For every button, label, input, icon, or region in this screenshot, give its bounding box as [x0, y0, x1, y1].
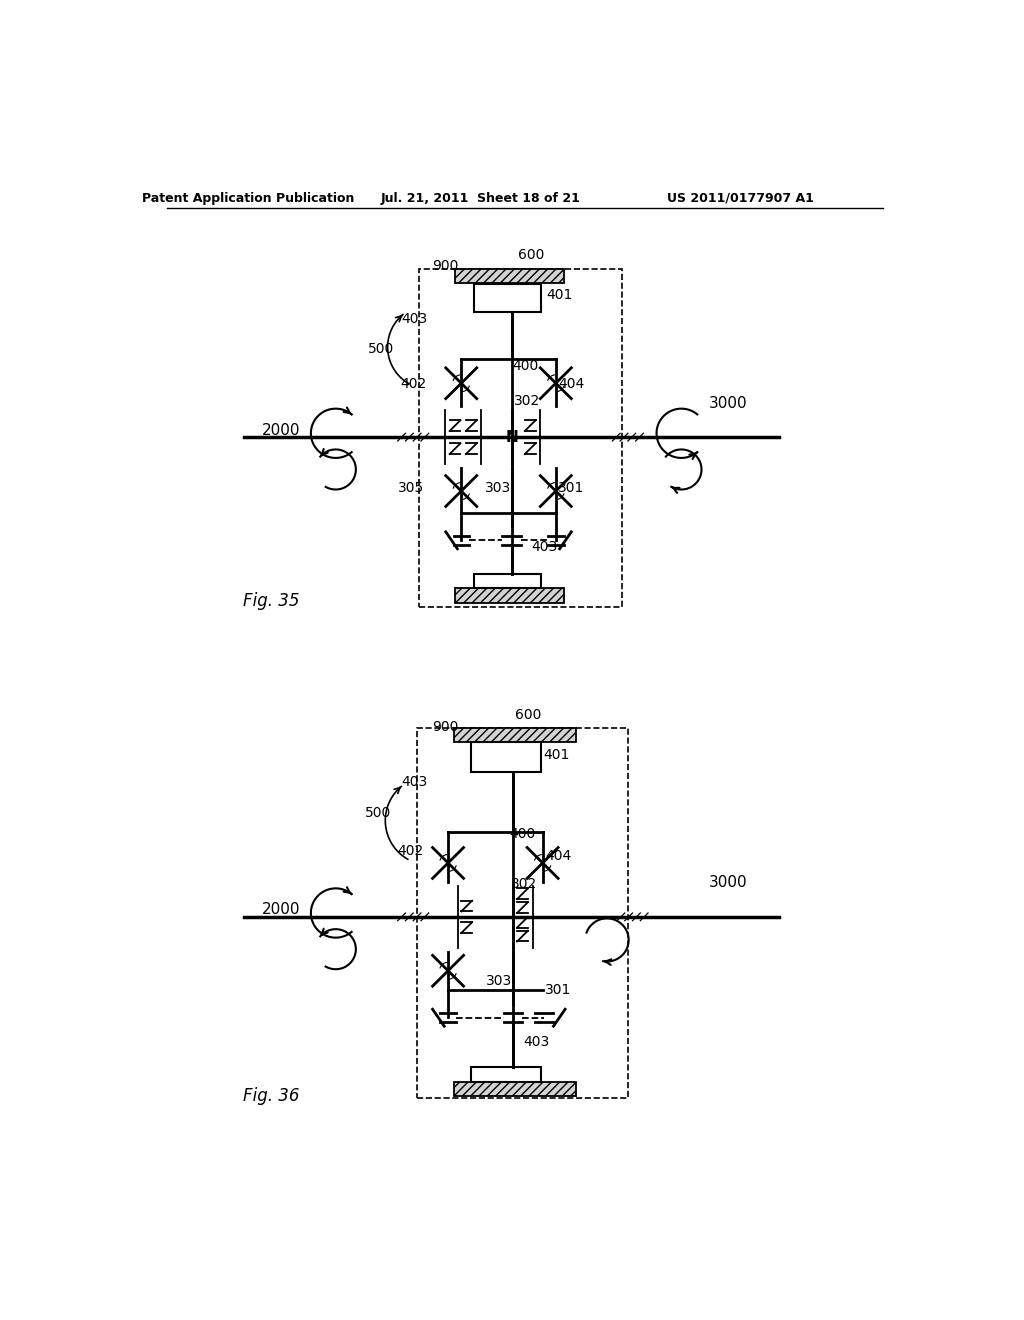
Text: 3000: 3000 — [710, 875, 748, 890]
Text: Fig. 35: Fig. 35 — [243, 593, 299, 610]
Text: 402: 402 — [397, 845, 424, 858]
Text: 303: 303 — [484, 480, 511, 495]
Text: 600: 600 — [518, 248, 544, 261]
Text: 302: 302 — [511, 876, 538, 891]
Text: 305: 305 — [397, 480, 424, 495]
Bar — [417, 729, 628, 1098]
Text: 401: 401 — [547, 289, 572, 302]
Text: 900: 900 — [432, 259, 459, 273]
Text: 3000: 3000 — [710, 396, 748, 411]
Text: 500: 500 — [366, 807, 391, 820]
Bar — [419, 268, 623, 607]
Text: 403: 403 — [401, 312, 427, 326]
Text: 400: 400 — [512, 359, 539, 374]
Text: 403: 403 — [401, 775, 427, 789]
Bar — [455, 589, 564, 603]
Text: 2000: 2000 — [261, 902, 300, 916]
Bar — [474, 284, 541, 313]
Text: 403: 403 — [531, 540, 557, 554]
Text: 302: 302 — [514, 393, 541, 408]
Text: 403: 403 — [523, 1035, 550, 1049]
Text: 404: 404 — [545, 849, 571, 863]
Text: N: N — [505, 429, 518, 445]
Text: 303: 303 — [486, 974, 512, 987]
Bar — [455, 268, 564, 284]
Text: Jul. 21, 2011  Sheet 18 of 21: Jul. 21, 2011 Sheet 18 of 21 — [381, 191, 581, 205]
Text: 600: 600 — [515, 708, 542, 722]
Text: 400: 400 — [509, 828, 536, 841]
Text: Fig. 36: Fig. 36 — [243, 1088, 299, 1105]
Text: 301: 301 — [558, 480, 585, 495]
Text: 500: 500 — [368, 342, 394, 356]
Text: 402: 402 — [400, 378, 426, 391]
Bar — [454, 729, 575, 742]
Text: Patent Application Publication: Patent Application Publication — [142, 191, 354, 205]
Bar — [454, 1082, 575, 1096]
Bar — [471, 742, 541, 772]
Bar — [471, 1067, 541, 1082]
Text: 401: 401 — [544, 748, 569, 762]
Text: 301: 301 — [545, 983, 571, 997]
Text: 2000: 2000 — [261, 422, 300, 438]
Text: 900: 900 — [432, 719, 459, 734]
Text: US 2011/0177907 A1: US 2011/0177907 A1 — [667, 191, 814, 205]
Bar — [474, 574, 541, 589]
Text: 404: 404 — [558, 378, 585, 391]
